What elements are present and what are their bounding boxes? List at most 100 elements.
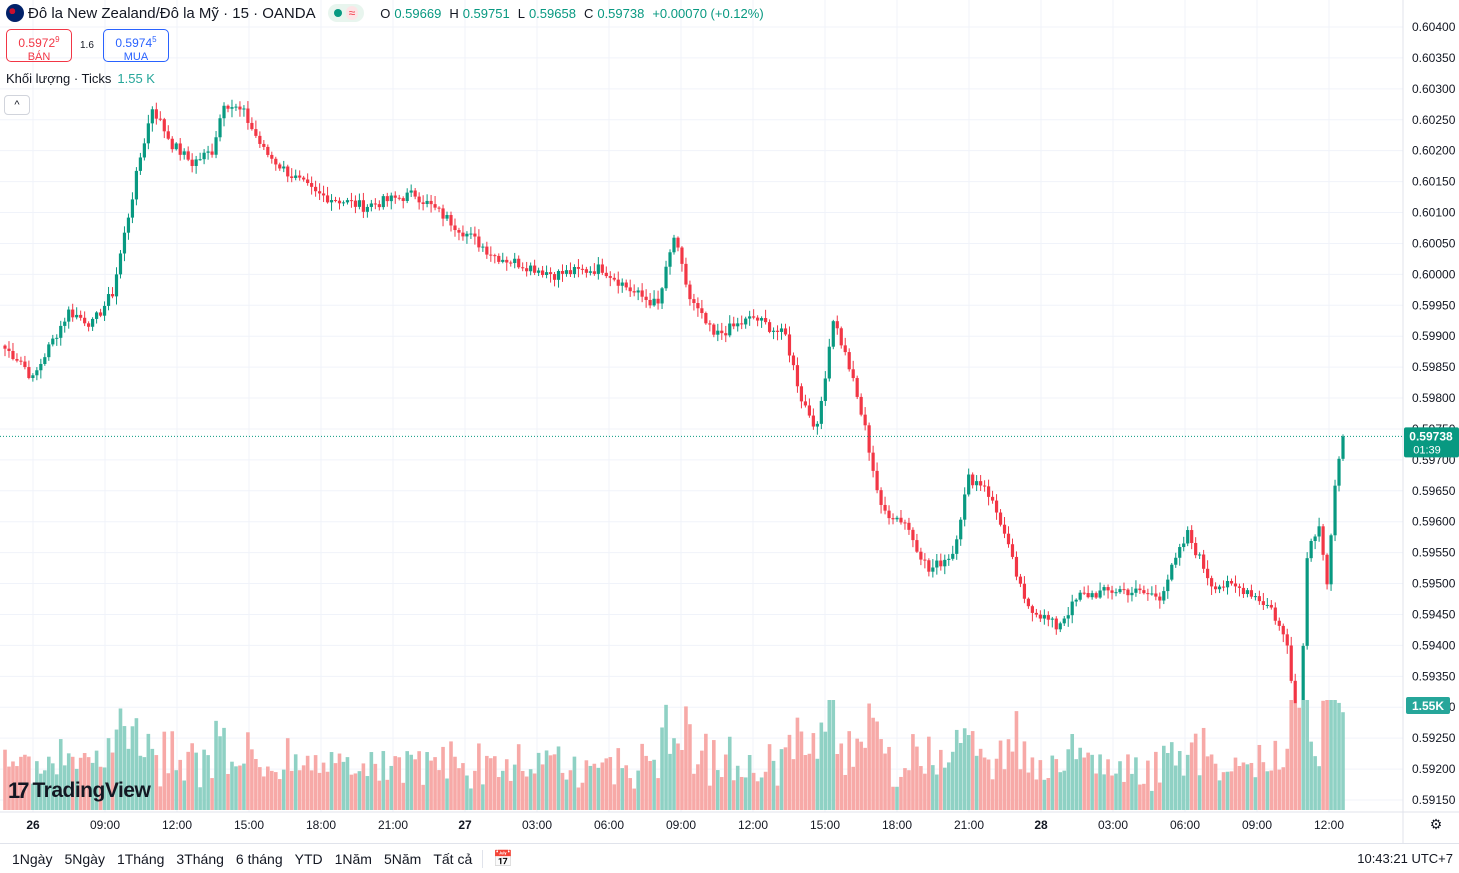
candle-body[interactable] xyxy=(1277,620,1281,626)
candle-body[interactable] xyxy=(365,206,369,212)
candle-body[interactable] xyxy=(150,109,154,124)
candle-body[interactable] xyxy=(63,321,67,326)
candle-body[interactable] xyxy=(947,558,951,560)
candle-body[interactable] xyxy=(158,118,162,120)
candle-body[interactable] xyxy=(198,159,202,161)
candle-body[interactable] xyxy=(182,151,186,155)
candle-body[interactable] xyxy=(429,200,433,205)
candle-body[interactable] xyxy=(461,232,465,237)
candle-body[interactable] xyxy=(1209,578,1214,587)
candle-body[interactable] xyxy=(875,470,879,491)
candle-body[interactable] xyxy=(79,314,83,318)
candle-body[interactable] xyxy=(548,272,553,275)
candle-body[interactable] xyxy=(517,258,521,268)
candle-body[interactable] xyxy=(226,105,230,109)
candle-body[interactable] xyxy=(867,425,871,453)
candle-body[interactable] xyxy=(1305,558,1309,646)
candle-body[interactable] xyxy=(883,504,887,511)
candle-body[interactable] xyxy=(624,282,628,288)
candle-body[interactable] xyxy=(202,152,206,160)
candle-body[interactable] xyxy=(915,540,919,552)
candle-body[interactable] xyxy=(855,378,859,397)
candle-body[interactable] xyxy=(190,159,194,166)
candle-body[interactable] xyxy=(911,529,915,541)
candle-body[interactable] xyxy=(847,352,851,370)
candle-body[interactable] xyxy=(1046,615,1050,620)
candle-body[interactable] xyxy=(274,158,278,165)
candle-body[interactable] xyxy=(457,230,461,233)
candle-body[interactable] xyxy=(839,328,843,346)
candle-body[interactable] xyxy=(811,415,815,427)
candle-body[interactable] xyxy=(1321,526,1325,555)
candle-body[interactable] xyxy=(568,270,573,275)
candle-body[interactable] xyxy=(1166,579,1170,592)
candle-body[interactable] xyxy=(672,237,676,253)
candle-body[interactable] xyxy=(142,143,146,158)
candle-body[interactable] xyxy=(282,166,286,169)
candle-body[interactable] xyxy=(775,330,780,332)
candle-body[interactable] xyxy=(126,217,131,233)
candle-body[interactable] xyxy=(648,299,652,306)
candle-body[interactable] xyxy=(1273,607,1277,621)
candle-body[interactable] xyxy=(1066,615,1070,619)
candle-body[interactable] xyxy=(1202,554,1206,569)
candle-body[interactable] xyxy=(704,313,708,324)
candle-body[interactable] xyxy=(87,323,91,327)
candle-body[interactable] xyxy=(529,265,533,272)
candle-body[interactable] xyxy=(469,233,473,235)
candle-body[interactable] xyxy=(1042,615,1046,619)
candle-body[interactable] xyxy=(214,137,218,155)
candle-body[interactable] xyxy=(1070,601,1074,616)
candle-body[interactable] xyxy=(696,303,700,309)
candle-body[interactable] xyxy=(294,175,298,178)
calendar-icon[interactable]: 📅 xyxy=(493,850,514,868)
candle-body[interactable] xyxy=(3,345,7,349)
candle-body[interactable] xyxy=(975,481,979,486)
buy-button[interactable]: 0.59745 MUA xyxy=(103,29,169,63)
symbol-header[interactable]: Đô la New Zealand/Đô la Mỹ · 15 · OANDA … xyxy=(6,3,768,23)
candle-body[interactable] xyxy=(405,192,409,201)
candle-body[interactable] xyxy=(174,143,178,150)
candle-body[interactable] xyxy=(258,135,262,144)
candle-body[interactable] xyxy=(931,567,935,572)
candle-body[interactable] xyxy=(1134,588,1138,593)
candle-body[interactable] xyxy=(1186,530,1190,544)
candle-body[interactable] xyxy=(1098,590,1102,598)
candle-body[interactable] xyxy=(1142,590,1146,594)
candle-body[interactable] xyxy=(859,396,863,415)
candle-body[interactable] xyxy=(393,195,397,198)
candle-body[interactable] xyxy=(1078,592,1082,600)
candle-body[interactable] xyxy=(939,560,943,567)
candle-body[interactable] xyxy=(716,330,720,335)
candle-body[interactable] xyxy=(27,367,31,378)
candle-body[interactable] xyxy=(827,346,831,379)
candle-body[interactable] xyxy=(321,193,326,196)
candle-body[interactable] xyxy=(521,267,525,269)
candle-body[interactable] xyxy=(445,215,449,219)
candle-body[interactable] xyxy=(389,195,393,202)
candle-body[interactable] xyxy=(397,197,401,199)
candle-body[interactable] xyxy=(1010,544,1015,557)
candle-body[interactable] xyxy=(1074,599,1078,602)
candle-body[interactable] xyxy=(489,254,493,256)
candle-body[interactable] xyxy=(799,386,804,402)
range-button-0[interactable]: 1Ngày xyxy=(12,850,53,867)
candle-body[interactable] xyxy=(146,123,150,144)
candle-body[interactable] xyxy=(1014,556,1019,577)
candle-body[interactable] xyxy=(1106,587,1110,591)
candle-body[interactable] xyxy=(477,236,481,248)
candle-body[interactable] xyxy=(1225,580,1230,588)
candle-body[interactable] xyxy=(1325,554,1329,585)
candle-body[interactable] xyxy=(740,323,744,325)
candle-body[interactable] xyxy=(1237,586,1242,588)
candle-body[interactable] xyxy=(1038,614,1042,619)
candle-body[interactable] xyxy=(979,481,983,486)
candle-body[interactable] xyxy=(413,190,417,197)
candle-body[interactable] xyxy=(186,151,190,160)
candle-body[interactable] xyxy=(357,200,362,207)
candle-body[interactable] xyxy=(345,200,350,203)
candle-body[interactable] xyxy=(1333,485,1337,536)
candle-body[interactable] xyxy=(194,159,198,166)
candle-body[interactable] xyxy=(1178,547,1182,558)
candle-body[interactable] xyxy=(660,288,664,304)
